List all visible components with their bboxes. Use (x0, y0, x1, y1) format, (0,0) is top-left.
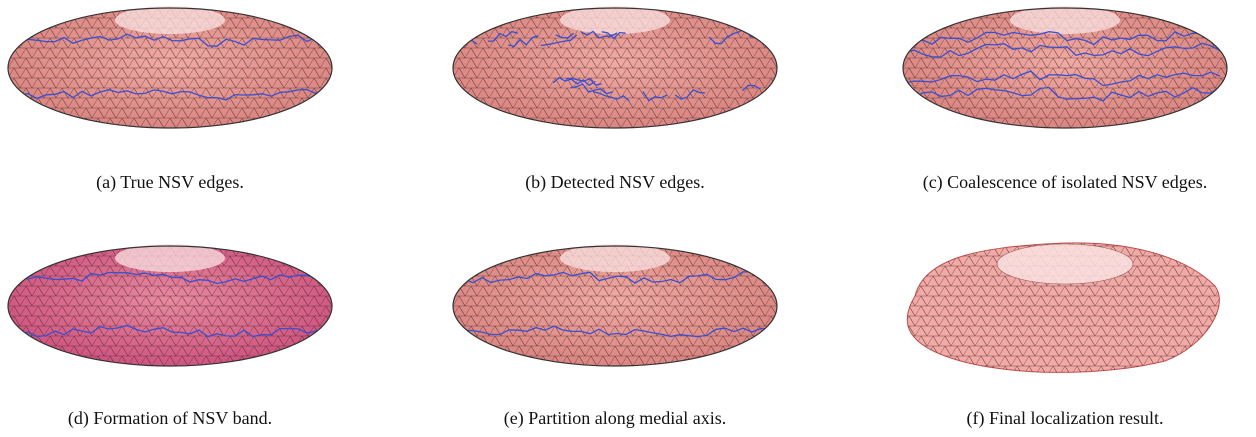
final-mesh (895, 231, 1235, 381)
caption: (f) Final localization result. (855, 408, 1256, 429)
highlight (997, 244, 1133, 284)
highlight (115, 244, 225, 272)
highlight (560, 6, 670, 34)
ellipsoid (445, 0, 785, 138)
figure (0, 0, 1256, 437)
ellipsoid (895, 0, 1235, 138)
ellipsoid (0, 0, 340, 138)
caption: (d) Formation of NSV band. (0, 408, 380, 429)
highlight (1010, 6, 1120, 34)
caption: (c) Coalescence of isolated NSV edges. (855, 172, 1256, 193)
caption: (b) Detected NSV edges. (405, 172, 825, 193)
caption: (a) True NSV edges. (0, 172, 380, 193)
caption: (e) Partition along medial axis. (405, 408, 825, 429)
ellipsoid (445, 236, 785, 376)
highlight (560, 244, 670, 272)
page: (a) True NSV edges. (b) Detected NSV edg… (0, 0, 1256, 437)
highlight (115, 6, 225, 34)
ellipsoid (0, 236, 340, 376)
